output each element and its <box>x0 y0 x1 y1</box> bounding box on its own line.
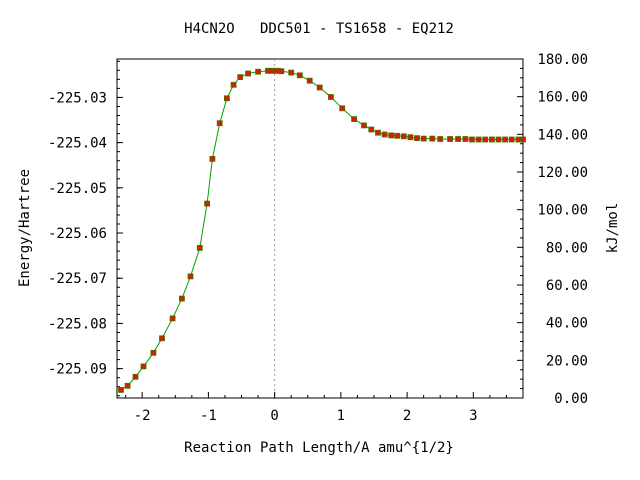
data-point <box>351 116 358 122</box>
data-point <box>475 136 482 143</box>
data-point <box>169 315 176 322</box>
data-point <box>223 95 230 102</box>
y2-tick-label: 40.00 <box>546 316 588 332</box>
data-point <box>209 155 216 162</box>
y2-tick-label: 140.00 <box>537 127 588 143</box>
data-point <box>462 136 469 142</box>
data-point <box>306 77 313 84</box>
y2-tick-label: 20.00 <box>546 353 588 369</box>
data-point <box>237 74 244 80</box>
data-point <box>361 122 367 129</box>
chart-title: H4CN2O DDC501 - TS1658 - EQ212 <box>184 21 454 37</box>
data-point <box>124 382 131 389</box>
data-point <box>437 136 444 142</box>
x-tick-label: 1 <box>337 408 345 424</box>
y-tick-label: -225.04 <box>48 136 107 152</box>
y-axis-left: -225.03 -225.04 -225.05 -225.06 -225.07 -225.… <box>48 60 123 397</box>
y2-tick-label: 100.00 <box>537 203 588 219</box>
data-point <box>420 135 427 142</box>
data-point <box>132 373 139 380</box>
y-axis-label: Energy/Hartree <box>17 169 33 287</box>
data-point <box>178 295 185 302</box>
y-tick-label: -225.03 <box>48 90 107 106</box>
data-point <box>316 84 323 91</box>
y2-tick-label: 180.00 <box>537 52 588 68</box>
data-point <box>245 70 252 77</box>
x-axis: -2 -1 0 1 2 3 <box>125 392 524 424</box>
data-point <box>196 244 203 251</box>
data-point <box>278 68 285 75</box>
data-point <box>288 69 295 76</box>
y2-tick-label: 120.00 <box>537 165 588 181</box>
data-point <box>204 200 211 207</box>
data-point <box>339 105 346 112</box>
data-point <box>375 129 381 136</box>
x-axis-label: Reaction Path Length/A amu^{1/2} <box>184 440 454 456</box>
x-tick-label: 3 <box>469 408 477 424</box>
data-point <box>407 134 414 141</box>
data-point <box>150 349 157 356</box>
data-point <box>400 133 407 140</box>
y-tick-label: -225.06 <box>48 226 107 242</box>
data-point <box>508 136 515 143</box>
y-axis-right: 0.00 20.00 40.00 60.00 80.00 100.00 120.00 140.… <box>517 52 588 407</box>
y2-tick-label: 160.00 <box>537 90 588 106</box>
data-point <box>488 136 495 143</box>
plot-frame <box>116 58 524 399</box>
data-point <box>394 132 401 139</box>
data-point <box>429 135 436 142</box>
data-point <box>482 136 489 143</box>
data-point <box>296 72 303 79</box>
data-point <box>118 386 124 393</box>
data-series <box>118 67 526 393</box>
data-point <box>469 136 475 143</box>
x-tick-label: 2 <box>403 408 411 424</box>
x-tick-label: -2 <box>134 408 151 424</box>
data-point <box>368 126 375 133</box>
data-point <box>187 273 194 280</box>
y2-tick-label: 60.00 <box>546 278 588 294</box>
data-point <box>447 136 454 142</box>
x-tick-label: 0 <box>270 408 278 424</box>
y2-axis-label: kJ/mol <box>605 203 621 254</box>
data-point <box>159 335 165 342</box>
data-point <box>327 94 334 100</box>
x-tick-label: -1 <box>200 408 217 424</box>
data-point <box>502 136 509 143</box>
data-point <box>455 136 462 142</box>
data-point <box>520 136 526 143</box>
data-point <box>495 136 502 143</box>
series-line <box>120 70 523 391</box>
y-tick-label: -225.09 <box>48 362 107 378</box>
y2-tick-label: 80.00 <box>546 240 588 256</box>
data-point <box>414 135 420 142</box>
data-point <box>388 132 395 139</box>
y-tick-label: -225.05 <box>48 181 107 197</box>
data-point <box>140 363 147 370</box>
data-point <box>216 120 223 127</box>
y-tick-label: -225.07 <box>48 271 107 287</box>
data-point <box>381 131 388 138</box>
y-tick-label: -225.08 <box>48 316 107 332</box>
y2-tick-label: 0.00 <box>554 391 588 407</box>
data-point <box>255 68 262 75</box>
data-point <box>230 81 237 88</box>
